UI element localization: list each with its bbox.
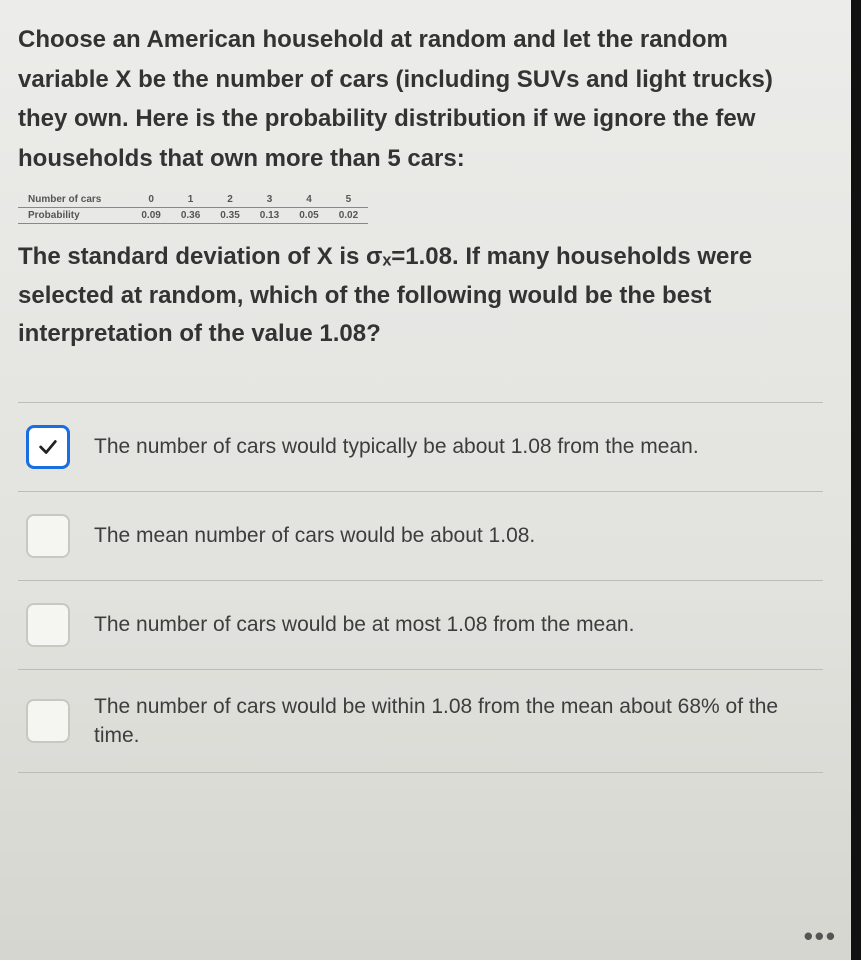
option-4[interactable]: The number of cars would be within 1.08 … bbox=[18, 670, 823, 774]
table-header-cell: 2 bbox=[210, 192, 249, 208]
option-label: The number of cars would be within 1.08 … bbox=[94, 692, 815, 751]
table-value-cell: 0.05 bbox=[289, 208, 328, 224]
checkbox-unchecked[interactable] bbox=[26, 514, 70, 558]
check-icon bbox=[37, 436, 59, 458]
table-value-cell: 0.36 bbox=[171, 208, 210, 224]
option-label: The mean number of cars would be about 1… bbox=[94, 521, 535, 550]
table-header-cell: 1 bbox=[171, 192, 210, 208]
checkbox-unchecked[interactable] bbox=[26, 603, 70, 647]
option-1[interactable]: The number of cars would typically be ab… bbox=[18, 402, 823, 492]
question-stem: Choose an American household at random a… bbox=[18, 20, 823, 178]
table-header-cell: 0 bbox=[131, 192, 170, 208]
table-header-cell: 5 bbox=[329, 192, 368, 208]
row-label-cars: Number of cars bbox=[18, 192, 131, 208]
question-page: Choose an American household at random a… bbox=[0, 0, 861, 960]
table-value-row: Probability 0.09 0.36 0.35 0.13 0.05 0.0… bbox=[18, 208, 368, 224]
option-label: The number of cars would be at most 1.08… bbox=[94, 610, 634, 639]
table-header-row: Number of cars 0 1 2 3 4 5 bbox=[18, 192, 368, 208]
table-header-cell: 3 bbox=[250, 192, 289, 208]
table-header-cell: 4 bbox=[289, 192, 328, 208]
question-prompt: The standard deviation of X is σₓ=1.08. … bbox=[18, 238, 823, 353]
more-icon[interactable]: ••• bbox=[804, 921, 837, 952]
table-value-cell: 0.02 bbox=[329, 208, 368, 224]
table-value-cell: 0.09 bbox=[131, 208, 170, 224]
option-list: The number of cars would typically be ab… bbox=[18, 402, 823, 774]
option-2[interactable]: The mean number of cars would be about 1… bbox=[18, 492, 823, 581]
table-value-cell: 0.13 bbox=[250, 208, 289, 224]
checkbox-checked[interactable] bbox=[26, 425, 70, 469]
option-label: The number of cars would typically be ab… bbox=[94, 432, 699, 461]
probability-table: Number of cars 0 1 2 3 4 5 Probability 0… bbox=[18, 192, 368, 224]
option-3[interactable]: The number of cars would be at most 1.08… bbox=[18, 581, 823, 670]
row-label-prob: Probability bbox=[18, 208, 131, 224]
table-value-cell: 0.35 bbox=[210, 208, 249, 224]
checkbox-unchecked[interactable] bbox=[26, 699, 70, 743]
